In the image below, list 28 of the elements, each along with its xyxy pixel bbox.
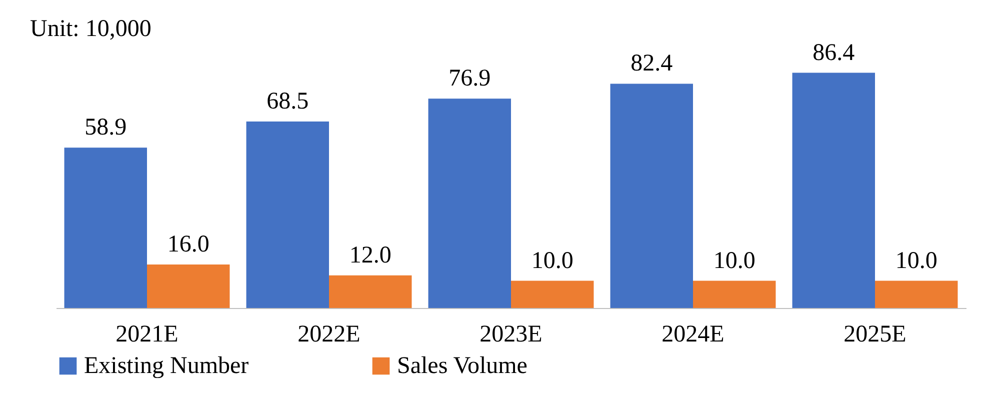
- x-tick-label: 2023E: [480, 322, 542, 348]
- data-label: 82.4: [630, 50, 673, 77]
- bar: [428, 98, 511, 308]
- data-label: 10.0: [531, 248, 574, 274]
- x-tick-label: 2024E: [662, 322, 724, 348]
- data-label: 12.0: [349, 242, 392, 268]
- x-tick-label: 2022E: [298, 322, 360, 348]
- data-label: 10.0: [895, 248, 938, 274]
- bar: [610, 84, 693, 308]
- bar: [329, 275, 412, 308]
- bar: [64, 148, 147, 308]
- bar: [792, 72, 875, 308]
- legend-label: Sales Volume: [397, 353, 528, 379]
- bar: [246, 122, 329, 308]
- bar: [511, 280, 594, 308]
- x-tick-label: 2021E: [116, 322, 178, 348]
- bar: [693, 280, 776, 308]
- text: Unit: 10,000: [30, 16, 152, 42]
- bar: [875, 280, 958, 308]
- bar: [147, 264, 230, 308]
- data-label: 58.9: [84, 114, 127, 141]
- x-tick-label: 2025E: [844, 322, 906, 348]
- data-label: 10.0: [713, 248, 756, 274]
- legend-label: Existing Number: [84, 353, 249, 379]
- data-label: 76.9: [448, 66, 491, 92]
- data-label: 16.0: [167, 231, 210, 258]
- data-label: 86.4: [812, 40, 855, 66]
- data-label: 68.5: [266, 88, 309, 115]
